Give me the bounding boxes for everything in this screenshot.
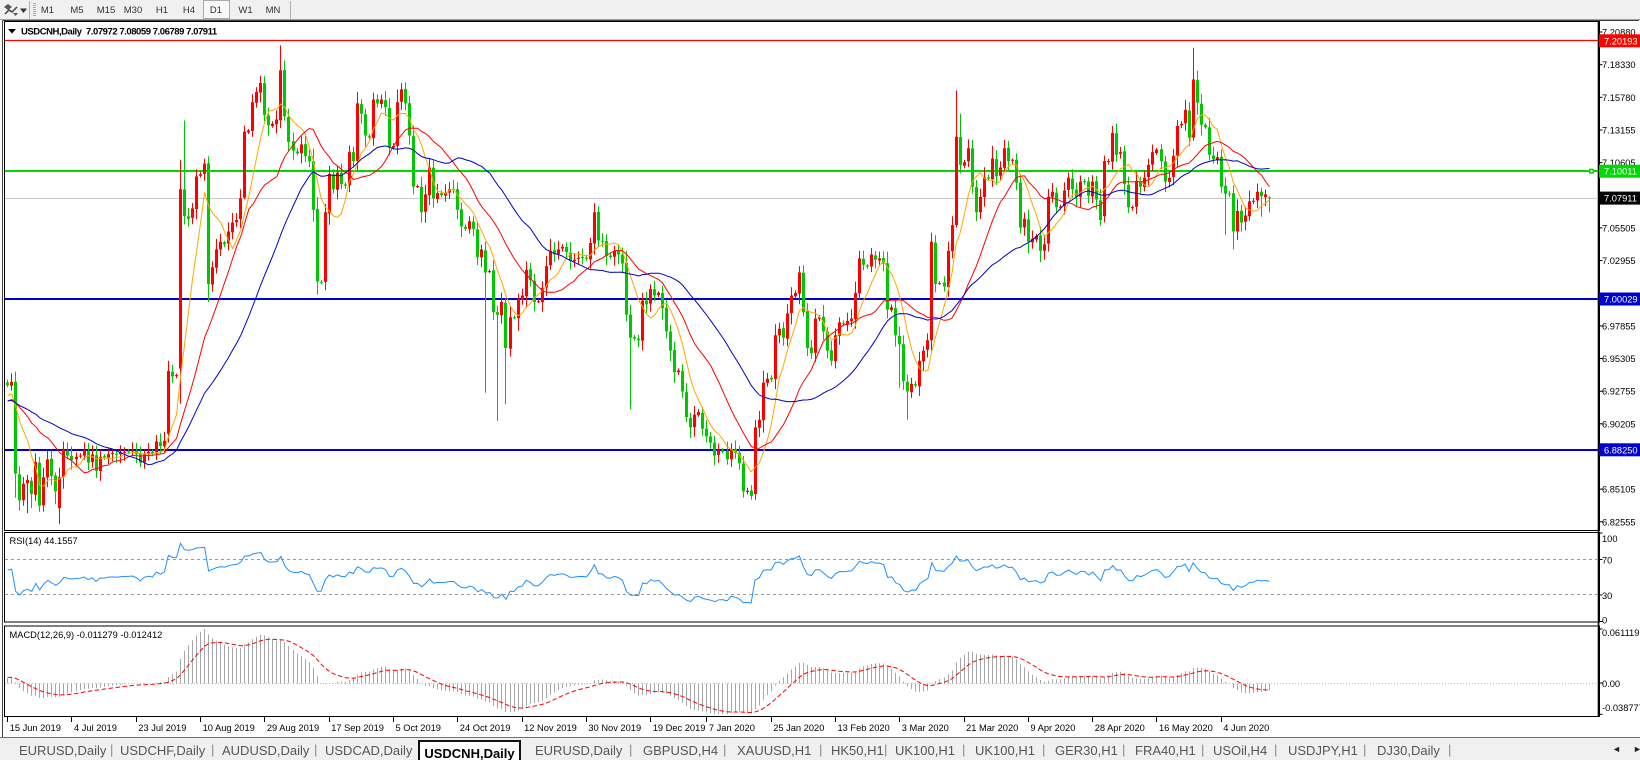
svg-text:4 Jun 2020: 4 Jun 2020 xyxy=(1223,723,1269,733)
svg-text:4 Jul 2019: 4 Jul 2019 xyxy=(74,723,117,733)
svg-text:17 Sep 2019: 17 Sep 2019 xyxy=(331,723,384,733)
svg-text:28 Apr 2020: 28 Apr 2020 xyxy=(1095,723,1145,733)
svg-text:6.95305: 6.95305 xyxy=(1602,354,1636,364)
svg-text:9 Apr 2020: 9 Apr 2020 xyxy=(1030,723,1075,733)
svg-text:0: 0 xyxy=(1602,616,1607,626)
svg-text:7.20193: 7.20193 xyxy=(1604,36,1638,46)
svg-text:16 May 2020: 16 May 2020 xyxy=(1159,723,1213,733)
svg-text:30: 30 xyxy=(1602,591,1612,601)
svg-text:23 Jul 2019: 23 Jul 2019 xyxy=(138,723,186,733)
svg-text:70: 70 xyxy=(1602,556,1612,566)
svg-text:7.07911: 7.07911 xyxy=(1604,194,1637,204)
svg-text:5 Oct 2019: 5 Oct 2019 xyxy=(396,723,441,733)
svg-text:0.061119: 0.061119 xyxy=(1602,628,1639,638)
svg-text:7 Jan 2020: 7 Jan 2020 xyxy=(709,723,755,733)
svg-text:24 Oct 2019: 24 Oct 2019 xyxy=(460,723,511,733)
svg-text:29 Aug 2019: 29 Aug 2019 xyxy=(267,723,319,733)
svg-text:6.85105: 6.85105 xyxy=(1602,485,1636,495)
svg-text:7.13155: 7.13155 xyxy=(1602,126,1636,136)
svg-text:7.18330: 7.18330 xyxy=(1602,60,1636,70)
svg-text:6.82555: 6.82555 xyxy=(1602,517,1636,527)
svg-text:100: 100 xyxy=(1602,534,1618,544)
svg-text:0.00: 0.00 xyxy=(1602,679,1620,689)
svg-text:13 Feb 2020: 13 Feb 2020 xyxy=(838,723,890,733)
svg-text:10 Aug 2019: 10 Aug 2019 xyxy=(203,723,255,733)
svg-text:6.92755: 6.92755 xyxy=(1602,387,1636,397)
svg-text:7.10011: 7.10011 xyxy=(1604,167,1637,177)
svg-text:MACD(12,26,9) -0.011279 -0.012: MACD(12,26,9) -0.011279 -0.012412 xyxy=(10,630,163,640)
svg-text:30 Nov 2019: 30 Nov 2019 xyxy=(588,723,641,733)
svg-text:7.02955: 7.02955 xyxy=(1602,256,1636,266)
svg-text:15 Jun 2019: 15 Jun 2019 xyxy=(10,723,61,733)
svg-text:USDCNH,Daily 7.07972 7.08059: USDCNH,Daily 7.07972 7.08059 7.06789 7.0… xyxy=(21,27,218,38)
svg-text:21 Mar 2020: 21 Mar 2020 xyxy=(966,723,1018,733)
svg-text:-0.038777: -0.038777 xyxy=(1602,703,1640,713)
svg-text:3 Mar 2020: 3 Mar 2020 xyxy=(902,723,949,733)
svg-text:7.10605: 7.10605 xyxy=(1602,158,1636,168)
svg-text:RSI(14) 44.1557: RSI(14) 44.1557 xyxy=(10,536,78,546)
svg-text:19 Dec 2019: 19 Dec 2019 xyxy=(653,723,706,733)
svg-text:12 Nov 2019: 12 Nov 2019 xyxy=(524,723,577,733)
svg-text:25 Jan 2020: 25 Jan 2020 xyxy=(773,723,824,733)
svg-text:7.00029: 7.00029 xyxy=(1604,295,1638,305)
svg-text:7.20880: 7.20880 xyxy=(1602,28,1636,38)
svg-text:6.88250: 6.88250 xyxy=(1604,445,1638,455)
svg-text:7.05505: 7.05505 xyxy=(1602,223,1636,233)
svg-text:7.15780: 7.15780 xyxy=(1602,93,1636,103)
svg-text:6.90205: 6.90205 xyxy=(1602,419,1636,429)
svg-text:6.97855: 6.97855 xyxy=(1602,321,1636,331)
